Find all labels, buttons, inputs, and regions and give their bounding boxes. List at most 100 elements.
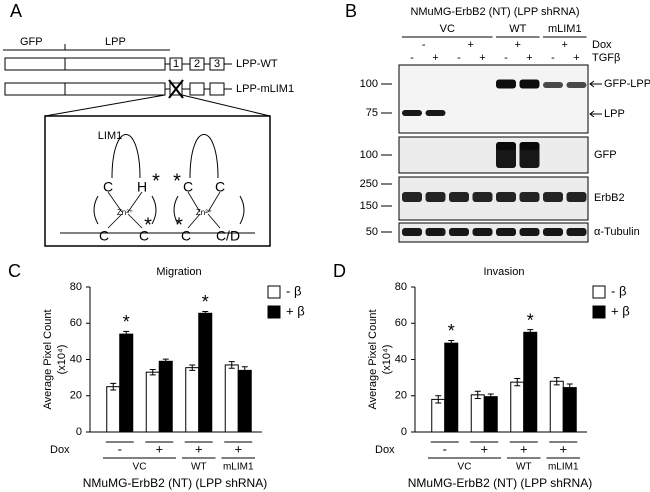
bar: [198, 312, 213, 433]
blot-frame: [398, 64, 589, 134]
asterisk: *: [152, 170, 160, 192]
blot-label: GFP-LPP: [604, 78, 650, 90]
x-tick-label: +: [234, 441, 242, 456]
band: [425, 192, 446, 202]
band: [425, 228, 446, 236]
arrow: [589, 110, 602, 118]
significance: *: [527, 310, 534, 330]
y-tick-label: 80: [395, 281, 407, 293]
blot-label: LPP: [604, 108, 625, 120]
row-label: Dox: [592, 39, 612, 51]
size-marker: 250: [360, 178, 378, 190]
bar: [470, 394, 485, 433]
lim-box: [209, 82, 225, 96]
bar: [145, 371, 160, 433]
construct-body: [4, 57, 166, 71]
bar: [523, 331, 538, 433]
legend-label: - β: [286, 283, 301, 298]
band: [472, 228, 493, 236]
residue: C/D: [216, 228, 240, 244]
bar: [483, 396, 498, 433]
legend-label: - β: [611, 283, 626, 298]
dox-sign: +: [562, 39, 568, 51]
panel-letter: B: [345, 1, 357, 21]
y-tick-label: 0: [401, 426, 407, 438]
x-tick-label: +: [195, 441, 203, 456]
band: [449, 228, 469, 236]
y-axis-label: (x10⁴): [56, 345, 68, 375]
size-marker: 150: [360, 200, 378, 212]
construct-label: LPP-WT: [236, 58, 278, 70]
bar: [185, 367, 200, 433]
error-bar: [149, 368, 156, 376]
y-tick-label: 20: [395, 390, 407, 402]
residue: C: [99, 228, 109, 244]
band: [496, 79, 516, 89]
chart-title: Invasion: [484, 266, 525, 278]
asterisk: *: [173, 170, 181, 192]
blot-label: ErbB2: [594, 192, 625, 204]
group-label: VC: [133, 462, 147, 473]
dox-sign: +: [515, 39, 521, 51]
size-marker: 50: [366, 226, 378, 238]
error-bar: [110, 382, 117, 391]
y-axis-label: (x10⁴): [381, 345, 393, 375]
y-axis-label: Average Pixel Count: [367, 309, 379, 409]
panel-letter: A: [10, 1, 22, 21]
legend-label: + β: [286, 303, 305, 318]
bar: [549, 380, 564, 433]
bar: [224, 364, 239, 433]
residue: C: [181, 228, 191, 244]
band: [519, 142, 540, 150]
paren: [239, 195, 245, 225]
asterisk: *: [175, 214, 183, 236]
construct-body: [4, 82, 166, 96]
group-label: mLIM1: [548, 23, 582, 35]
significance: *: [448, 321, 455, 341]
y-tick-label: 0: [76, 426, 82, 438]
band: [496, 192, 516, 202]
residue: H: [137, 179, 147, 195]
construct-diagram: [3, 44, 271, 247]
band: [519, 79, 540, 89]
x-tick-label: +: [480, 441, 488, 456]
tgf-sign: +: [573, 52, 579, 64]
arrow: [589, 80, 602, 88]
y-axis-label: Average Pixel Count: [42, 309, 54, 409]
dox-sign: -: [422, 39, 426, 51]
error-bar: [566, 383, 573, 392]
bar: [158, 360, 173, 433]
residue: C: [103, 179, 113, 195]
size-marker: 100: [360, 149, 378, 161]
band: [425, 110, 446, 116]
significance: *: [123, 312, 130, 332]
tgf-sign: -: [551, 52, 555, 64]
error-bar: [553, 377, 560, 386]
error-bar: [189, 364, 196, 371]
paren: [93, 195, 99, 225]
x-row-label: Dox: [375, 444, 395, 456]
group-label: WT: [516, 462, 532, 473]
error-bar: [514, 378, 521, 387]
error-bar: [448, 339, 455, 347]
panel-letter: C: [8, 261, 21, 281]
blot-header: NMuMG-ErbB2 (NT) (LPP shRNA): [410, 6, 579, 18]
lim-number: 1: [173, 58, 179, 70]
error-bar: [487, 393, 494, 400]
tgf-sign: -: [504, 52, 508, 64]
legend-swatch: [267, 305, 281, 319]
band: [519, 192, 540, 202]
group-label: WT: [191, 462, 207, 473]
coordination: [107, 191, 143, 229]
bar: [431, 398, 446, 433]
dox-sign: +: [468, 39, 474, 51]
bar: [237, 369, 252, 433]
construct-label: LPP-mLIM1: [236, 83, 294, 95]
paren: [151, 195, 157, 225]
significance: *: [202, 292, 209, 312]
error-bar: [241, 366, 248, 375]
tgf-sign: +: [526, 52, 532, 64]
blot-label: GFP: [594, 149, 617, 161]
band: [566, 192, 587, 202]
